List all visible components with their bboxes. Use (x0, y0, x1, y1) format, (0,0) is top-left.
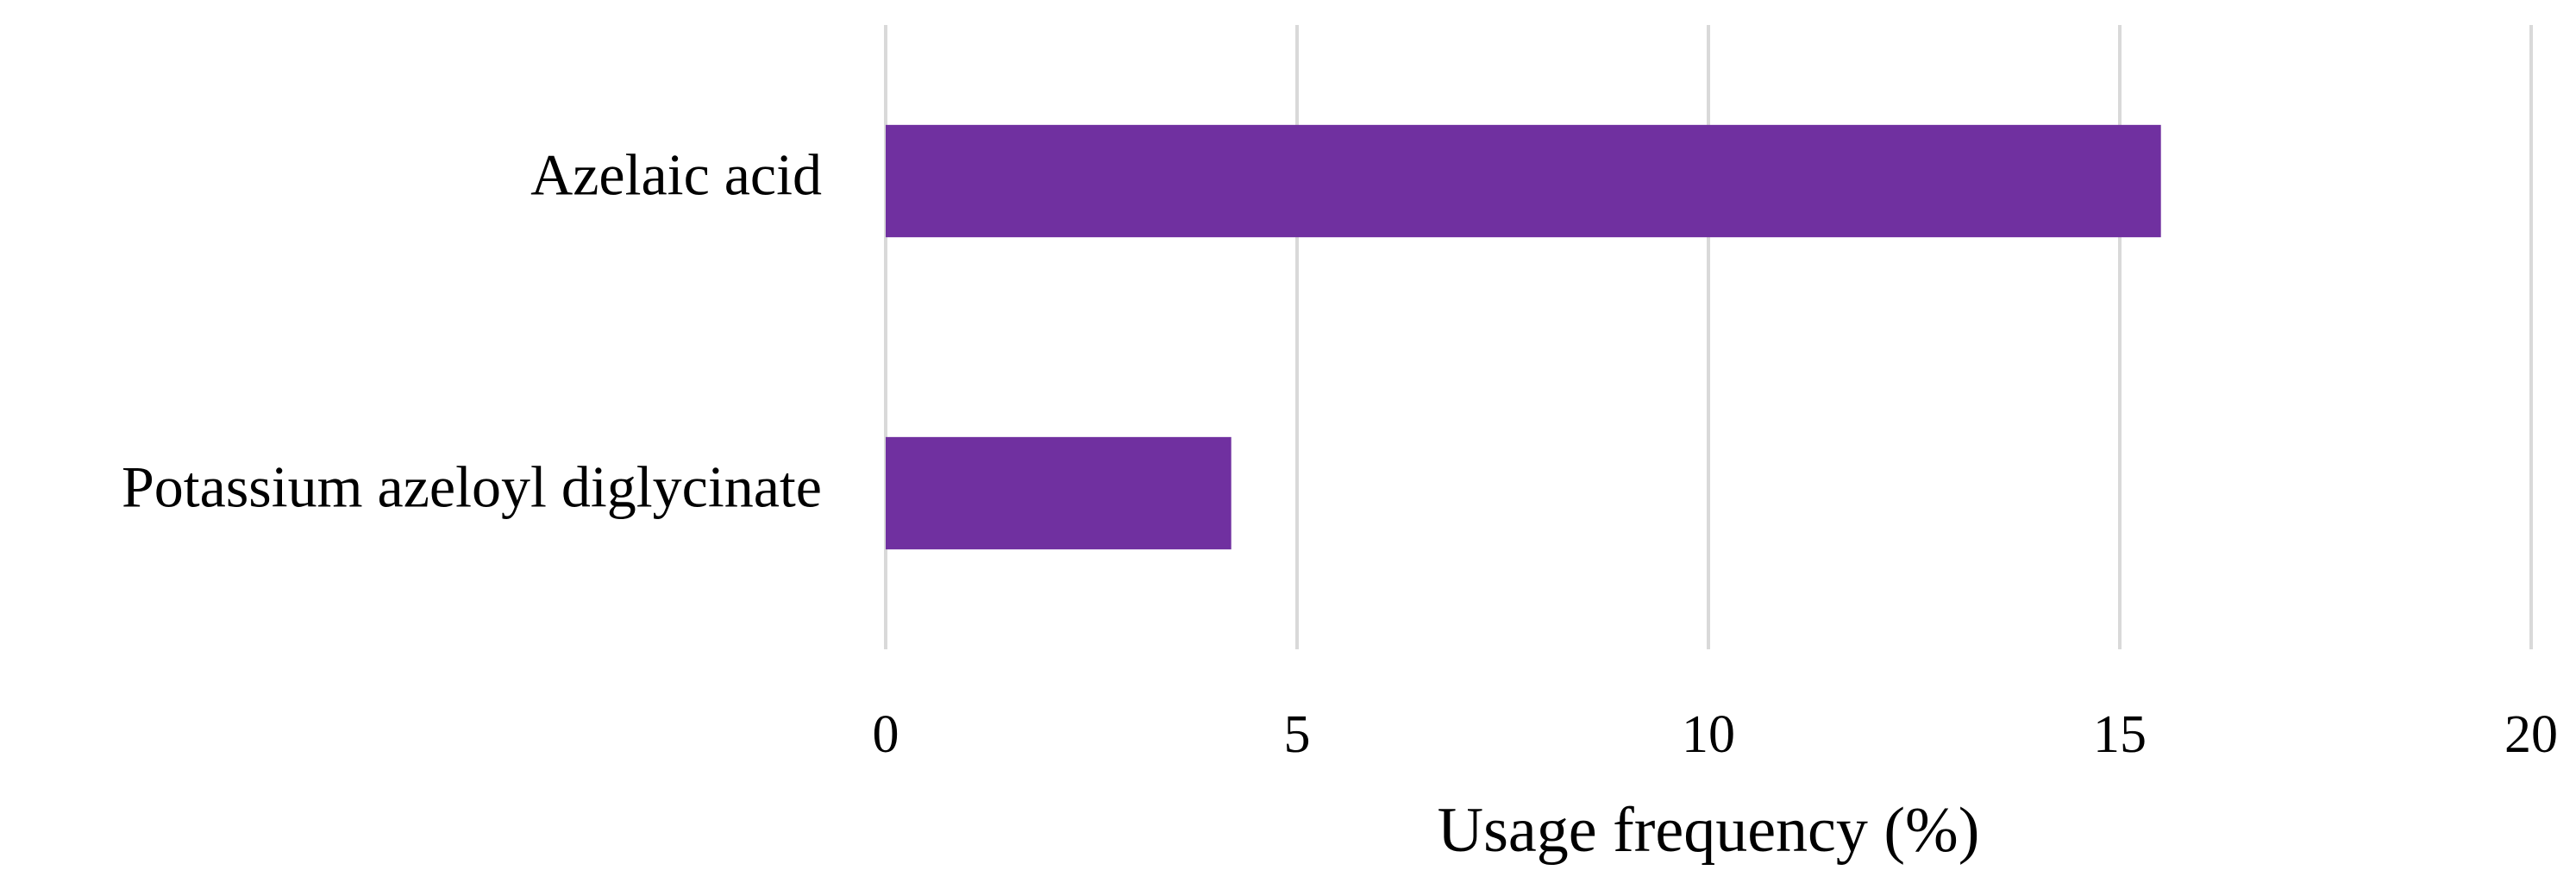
x-tick-label: 0 (873, 705, 899, 764)
x-tick-label: 15 (2093, 705, 2147, 764)
x-axis-title: Usage frequency (%) (1438, 795, 1980, 866)
bar (886, 124, 2161, 238)
y-tick-label: Azelaic acid (530, 142, 822, 208)
y-tick-label: Potassium azeloyl diglycinate (122, 454, 822, 520)
x-tick-label: 10 (1682, 705, 1735, 764)
x-tick-label: 20 (2504, 705, 2558, 764)
bar (886, 436, 1232, 550)
x-tick-label: 5 (1284, 705, 1311, 764)
